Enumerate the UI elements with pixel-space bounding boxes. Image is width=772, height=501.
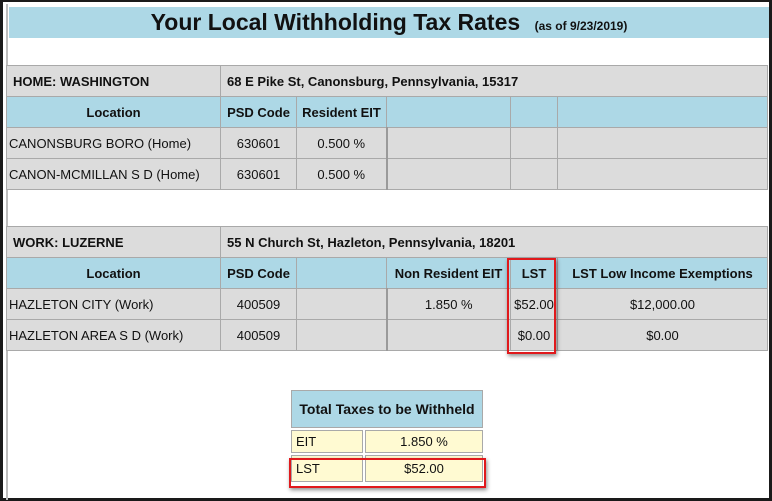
- location-cell: HAZLETON CITY (Work): [6, 288, 221, 320]
- totals-value: $52.00: [365, 455, 483, 482]
- table-row: HAZLETON CITY (Work) 400509 1.850 % $52.…: [6, 288, 768, 320]
- location-cell: HAZLETON AREA S D (Work): [6, 319, 221, 351]
- resident-eit-cell: 0.500 %: [296, 158, 387, 190]
- totals-label: EIT: [291, 430, 363, 453]
- location-cell: CANON-MCMILLAN S D (Home): [6, 158, 221, 190]
- totals-label: LST: [291, 455, 363, 482]
- col-lst-low-income-exemptions: LST Low Income Exemptions: [557, 257, 768, 289]
- lst-exemption-cell: $12,000.00: [557, 288, 768, 320]
- empty-cell: [510, 127, 558, 159]
- location-cell: CANONSBURG BORO (Home): [6, 127, 221, 159]
- work-column-headers: Location PSD Code Non Resident EIT LST L…: [6, 257, 768, 289]
- non-resident-eit-cell: 1.850 %: [385, 288, 511, 320]
- home-tax-table: HOME: WASHINGTON 68 E Pike St, Canonsbur…: [6, 65, 768, 190]
- psd-code-cell: 400509: [220, 319, 297, 351]
- home-section-label: HOME: WASHINGTON: [6, 65, 221, 97]
- col-empty: [296, 257, 387, 289]
- psd-code-cell: 400509: [220, 288, 297, 320]
- totals-header-row: Total Taxes to be Withheld: [291, 390, 483, 428]
- empty-cell: [296, 319, 387, 351]
- page-title-bar: Your Local Withholding Tax Rates (as of …: [9, 7, 769, 38]
- psd-code-cell: 630601: [220, 127, 297, 159]
- lst-exemption-cell: $0.00: [557, 319, 768, 351]
- work-tax-table: WORK: LUZERNE 55 N Church St, Hazleton, …: [6, 226, 768, 351]
- col-empty: [557, 96, 768, 128]
- work-section-row: WORK: LUZERNE 55 N Church St, Hazleton, …: [6, 226, 768, 258]
- totals-row: LST $52.00: [291, 455, 483, 482]
- work-address: 55 N Church St, Hazleton, Pennsylvania, …: [220, 226, 768, 258]
- col-resident-eit: Resident EIT: [296, 96, 387, 128]
- col-location: Location: [6, 257, 221, 289]
- home-column-headers: Location PSD Code Resident EIT: [6, 96, 768, 128]
- resident-eit-cell: 0.500 %: [296, 127, 387, 159]
- empty-cell: [385, 158, 511, 190]
- home-address: 68 E Pike St, Canonsburg, Pennsylvania, …: [220, 65, 768, 97]
- totals-title: Total Taxes to be Withheld: [291, 390, 483, 428]
- table-row: CANON-MCMILLAN S D (Home) 630601 0.500 %: [6, 158, 768, 190]
- col-empty: [386, 96, 511, 128]
- totals-row: EIT 1.850 %: [291, 430, 483, 453]
- col-psd-code: PSD Code: [220, 257, 297, 289]
- totals-value: 1.850 %: [365, 430, 483, 453]
- col-empty: [510, 96, 558, 128]
- empty-cell: [557, 158, 768, 190]
- home-section-row: HOME: WASHINGTON 68 E Pike St, Canonsbur…: [6, 65, 768, 97]
- work-section-label: WORK: LUZERNE: [6, 226, 221, 258]
- page-title: Your Local Withholding Tax Rates: [150, 9, 521, 35]
- col-location: Location: [6, 96, 221, 128]
- empty-cell: [557, 127, 768, 159]
- empty-cell: [296, 288, 387, 320]
- totals-table: Total Taxes to be Withheld EIT 1.850 % L…: [289, 388, 485, 484]
- as-of-date: (as of 9/23/2019): [534, 19, 628, 33]
- psd-code-cell: 630601: [220, 158, 297, 190]
- table-row: HAZLETON AREA S D (Work) 400509 $0.00 $0…: [6, 319, 768, 351]
- empty-cell: [385, 127, 511, 159]
- non-resident-eit-cell: [385, 319, 511, 351]
- col-non-resident-eit: Non Resident EIT: [386, 257, 511, 289]
- col-lst: LST: [510, 257, 558, 289]
- col-psd-code: PSD Code: [220, 96, 297, 128]
- empty-cell: [510, 158, 558, 190]
- table-row: CANONSBURG BORO (Home) 630601 0.500 %: [6, 127, 768, 159]
- lst-cell: $0.00: [510, 319, 558, 351]
- lst-cell: $52.00: [510, 288, 558, 320]
